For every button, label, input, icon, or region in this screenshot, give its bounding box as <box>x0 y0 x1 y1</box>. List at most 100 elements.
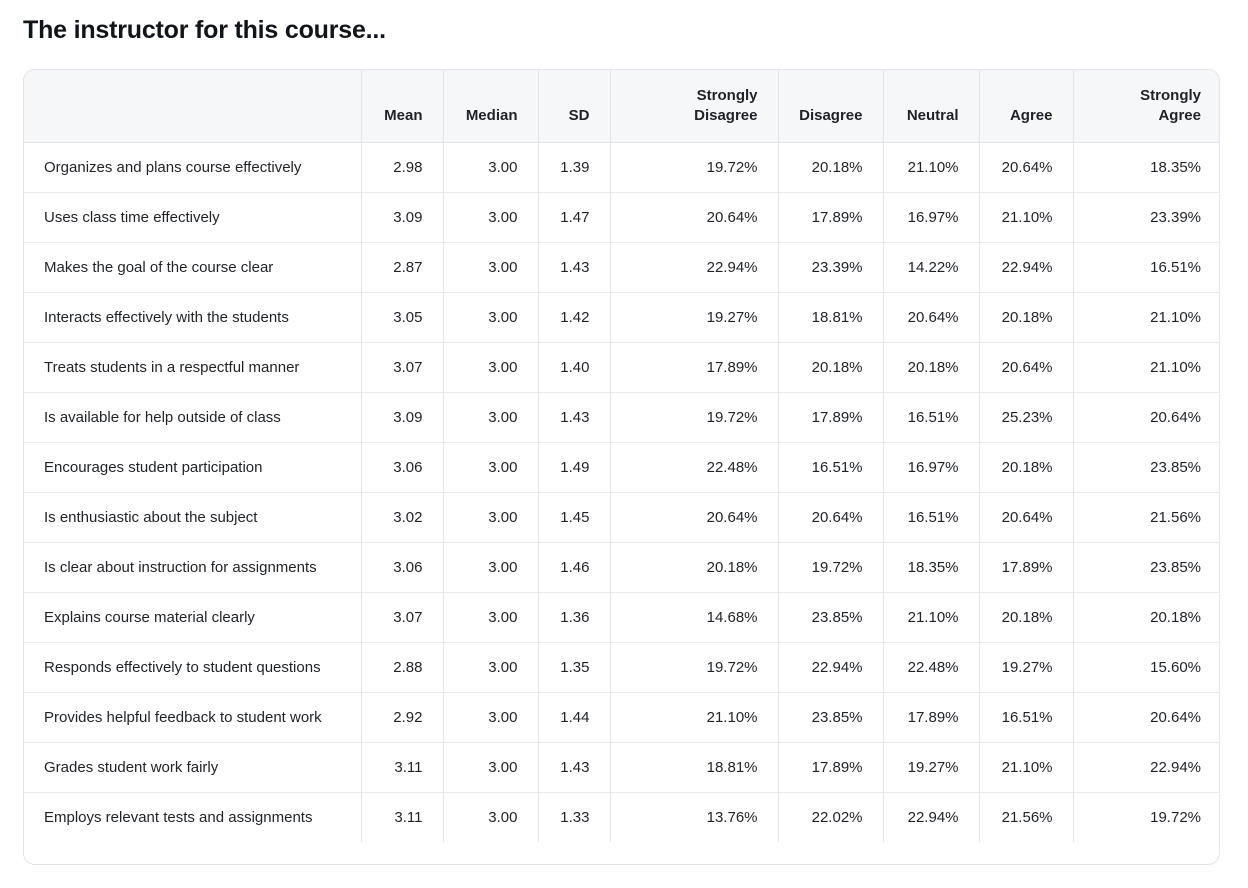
cell-item: Responds effectively to student question… <box>24 641 361 692</box>
cell-strongly-disagree: 19.72% <box>609 391 778 442</box>
cell-sd: 1.35 <box>537 641 610 692</box>
cell-strongly-disagree: 21.10% <box>609 691 778 742</box>
cell-neutral: 17.89% <box>882 691 979 742</box>
header-disagree: Disagree <box>777 70 883 143</box>
cell-mean: 3.02 <box>360 491 443 542</box>
header-strongly-agree-line2: Agree <box>1158 106 1201 124</box>
table-row: Treats students in a respectful manner 3.… <box>24 341 1219 392</box>
cell-agree: 16.51% <box>978 691 1073 742</box>
cell-agree: 20.18% <box>978 291 1073 342</box>
cell-strongly-disagree: 20.18% <box>609 541 778 592</box>
cell-neutral: 16.51% <box>882 391 979 442</box>
table-row: Is available for help outside of class 3.… <box>24 391 1219 442</box>
header-agree: Agree <box>978 70 1073 143</box>
cell-median: 3.00 <box>442 142 538 192</box>
cell-mean: 3.09 <box>360 191 443 242</box>
cell-neutral: 18.35% <box>882 541 979 592</box>
cell-median: 3.00 <box>442 741 538 792</box>
table-header-row: Mean Median SD Strongly Disagree Disagree… <box>24 70 1219 143</box>
cell-disagree: 20.18% <box>777 142 883 192</box>
cell-strongly-agree: 19.72% <box>1072 791 1219 842</box>
cell-neutral: 14.22% <box>882 241 979 292</box>
cell-disagree: 17.89% <box>777 191 883 242</box>
cell-strongly-disagree: 22.48% <box>609 441 778 492</box>
cell-disagree: 18.81% <box>777 291 883 342</box>
cell-strongly-agree: 20.64% <box>1072 691 1219 742</box>
cell-item: Organizes and plans course effectively <box>44 158 302 176</box>
header-strongly-disagree-line2: Disagree <box>694 106 758 124</box>
table-body: Organizes and plans course effectively 2.… <box>24 142 1219 842</box>
cell-strongly-agree: 20.18% <box>1072 591 1219 642</box>
cell-item: Grades student work fairly <box>24 741 361 792</box>
cell-mean: 3.07 <box>360 591 443 642</box>
header-strongly-disagree: Strongly Disagree <box>609 70 778 143</box>
cell-strongly-disagree: 17.89% <box>609 341 778 392</box>
cell-sd: 1.43 <box>537 741 610 792</box>
cell-agree: 17.89% <box>978 541 1073 592</box>
cell-mean: 2.98 <box>360 142 443 192</box>
header-strongly-agree: Strongly Agree <box>1072 70 1219 143</box>
cell-mean: 3.09 <box>360 391 443 442</box>
cell-median: 3.00 <box>442 341 538 392</box>
cell-sd: 1.39 <box>537 142 610 192</box>
cell-mean: 2.87 <box>360 241 443 292</box>
header-strongly-disagree-line1: Strongly <box>696 86 758 104</box>
cell-item: Employs relevant tests and assignments <box>24 791 361 842</box>
cell-neutral: 22.94% <box>882 791 979 842</box>
cell-agree: 20.64% <box>978 142 1073 192</box>
cell-mean: 2.88 <box>360 641 443 692</box>
cell-agree: 21.10% <box>978 191 1073 242</box>
cell-neutral: 20.18% <box>882 341 979 392</box>
cell-strongly-disagree: 19.72% <box>609 641 778 692</box>
cell-neutral: 16.97% <box>882 191 979 242</box>
cell-disagree: 19.72% <box>777 541 883 592</box>
page-title: The instructor for this course... <box>23 16 386 44</box>
cell-disagree: 22.94% <box>777 641 883 692</box>
cell-strongly-agree: 23.39% <box>1072 191 1219 242</box>
cell-strongly-agree: 16.51% <box>1072 241 1219 292</box>
cell-agree: 20.18% <box>978 441 1073 492</box>
cell-item: Encourages student participation <box>24 441 361 492</box>
cell-disagree: 23.39% <box>777 241 883 292</box>
cell-sd: 1.43 <box>537 391 610 442</box>
cell-strongly-agree: 20.64% <box>1072 391 1219 442</box>
table-row: Encourages student participation 3.06 3.00… <box>24 441 1219 492</box>
cell-item: Is clear about instruction for assignmen… <box>24 541 361 592</box>
cell-disagree: 23.85% <box>777 691 883 742</box>
cell-strongly-agree: 15.60% <box>1072 641 1219 692</box>
cell-strongly-agree: 21.56% <box>1072 491 1219 542</box>
cell-median: 3.00 <box>442 291 538 342</box>
table-row: Interacts effectively with the students 3… <box>24 291 1219 342</box>
cell-agree: 20.64% <box>978 341 1073 392</box>
cell-median: 3.00 <box>442 641 538 692</box>
header-strongly-agree-line1: Strongly <box>1140 86 1201 104</box>
header-neutral: Neutral <box>882 70 979 143</box>
cell-item: Uses class time effectively <box>24 191 361 242</box>
results-table: Mean Median SD Strongly Disagree Disagree… <box>24 70 1219 842</box>
table-row: Is clear about instruction for assignmen… <box>24 541 1219 592</box>
cell-sd: 1.47 <box>537 191 610 242</box>
cell-mean: 2.92 <box>360 691 443 742</box>
cell-mean: 3.07 <box>360 341 443 392</box>
cell-item: Provides helpful feedback to student wor… <box>24 691 361 742</box>
cell-disagree: 17.89% <box>777 391 883 442</box>
results-table-container: Mean Median SD Strongly Disagree Disagree… <box>23 69 1220 865</box>
cell-sd: 1.42 <box>537 291 610 342</box>
cell-strongly-agree: 21.10% <box>1072 291 1219 342</box>
cell-mean: 3.05 <box>360 291 443 342</box>
table-row: Makes the goal of the course clear 2.87 3.… <box>24 241 1219 292</box>
header-median: Median <box>442 70 538 143</box>
cell-strongly-disagree: 22.94% <box>609 241 778 292</box>
cell-strongly-agree: 23.85% <box>1072 441 1219 492</box>
cell-sd: 1.45 <box>537 491 610 542</box>
table-row: Is enthusiastic about the subject 3.02 3.0… <box>24 491 1219 542</box>
cell-strongly-agree: 22.94% <box>1072 741 1219 792</box>
cell-item: Explains course material clearly <box>24 591 361 642</box>
cell-strongly-disagree: 20.64% <box>609 191 778 242</box>
cell-item: Is enthusiastic about the subject <box>24 491 361 542</box>
cell-strongly-disagree: 19.72% <box>609 142 778 192</box>
header-item <box>24 70 361 143</box>
cell-agree: 22.94% <box>978 241 1073 292</box>
cell-median: 3.00 <box>442 541 538 592</box>
header-sd: SD <box>537 70 610 143</box>
